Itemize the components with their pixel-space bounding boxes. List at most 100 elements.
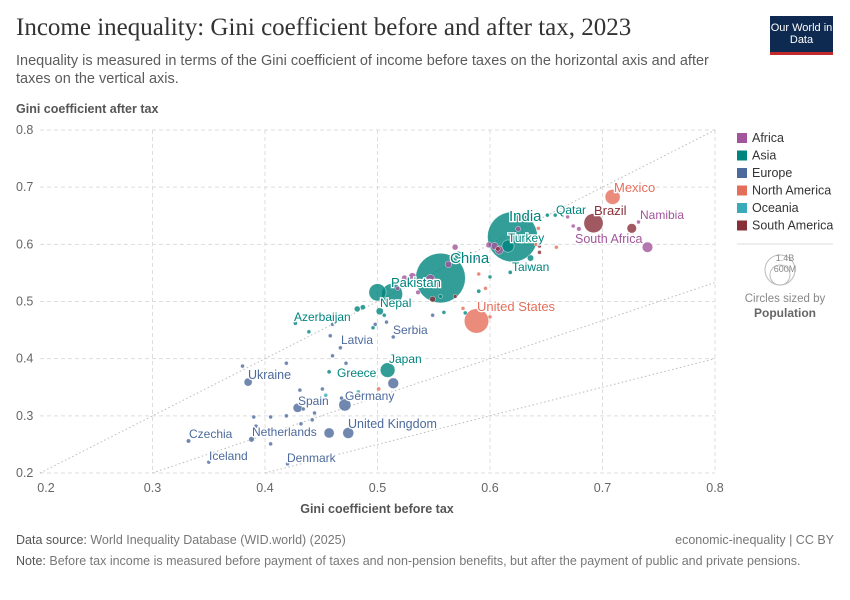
legend-swatch-europe[interactable] xyxy=(737,168,747,178)
data-point-serbia[interactable] xyxy=(391,334,396,340)
data-point[interactable] xyxy=(384,319,389,325)
data-point[interactable] xyxy=(354,305,361,313)
data-point[interactable] xyxy=(425,274,436,285)
data-point-ukraine[interactable] xyxy=(243,377,253,387)
data-point[interactable] xyxy=(483,286,488,291)
owid-logo[interactable]: Our World in Data xyxy=(770,16,833,55)
data-point-brazil[interactable] xyxy=(583,213,604,233)
data-point-azerbaijan[interactable] xyxy=(293,320,298,326)
data-point[interactable] xyxy=(343,361,349,366)
data-point[interactable] xyxy=(297,387,303,393)
data-point[interactable] xyxy=(251,414,256,420)
legend-swatch-oceania[interactable] xyxy=(737,203,747,213)
data-point[interactable] xyxy=(310,417,315,423)
data-point-iceland[interactable] xyxy=(206,459,211,465)
data-point-taiwan[interactable] xyxy=(527,254,534,262)
data-point[interactable] xyxy=(495,246,501,252)
license-text[interactable]: economic-inequality | CC BY xyxy=(675,533,834,547)
data-point[interactable] xyxy=(537,250,542,255)
data-point[interactable] xyxy=(382,313,387,318)
data-point-united-kingdom[interactable] xyxy=(342,427,354,439)
data-point[interactable] xyxy=(330,353,335,359)
data-point[interactable] xyxy=(454,251,463,260)
legend-label[interactable]: North America xyxy=(752,184,831,198)
data-point[interactable] xyxy=(284,413,289,419)
data-point[interactable] xyxy=(626,223,637,234)
legend-swatch-north-america[interactable] xyxy=(737,185,747,196)
data-point[interactable] xyxy=(268,430,273,436)
data-point[interactable] xyxy=(356,389,361,395)
data-point[interactable] xyxy=(452,294,458,299)
data-point[interactable] xyxy=(476,271,481,277)
data-point[interactable] xyxy=(328,333,333,338)
data-point-mexico[interactable] xyxy=(604,189,621,205)
data-point[interactable] xyxy=(472,255,479,261)
data-point[interactable] xyxy=(301,406,306,412)
data-point[interactable] xyxy=(571,223,576,229)
data-point[interactable] xyxy=(494,301,499,306)
data-point[interactable] xyxy=(444,260,452,268)
data-point[interactable] xyxy=(533,242,539,247)
data-point-nepal[interactable] xyxy=(375,307,384,316)
data-point[interactable] xyxy=(451,244,459,251)
data-point[interactable] xyxy=(598,207,603,213)
data-point-qatar[interactable] xyxy=(553,212,558,218)
data-point[interactable] xyxy=(370,325,376,330)
data-point[interactable] xyxy=(487,274,493,280)
legend-label[interactable]: Europe xyxy=(752,166,792,180)
data-point-czechia[interactable] xyxy=(186,438,191,444)
data-point[interactable] xyxy=(240,363,245,369)
size-legend-variable[interactable]: Population xyxy=(754,306,816,320)
data-point[interactable] xyxy=(557,210,562,216)
data-point[interactable] xyxy=(330,322,335,327)
data-point[interactable] xyxy=(463,310,468,316)
data-point[interactable] xyxy=(487,314,493,320)
data-point[interactable] xyxy=(284,361,289,366)
data-point[interactable] xyxy=(554,244,559,250)
legend-label[interactable]: Asia xyxy=(752,149,776,163)
data-point[interactable] xyxy=(485,241,493,249)
data-point-turkey[interactable] xyxy=(501,239,515,253)
source-text[interactable]: World Inequality Database (WID.world) (2… xyxy=(90,533,346,547)
data-point[interactable] xyxy=(306,329,312,334)
data-point[interactable] xyxy=(376,386,381,392)
data-point[interactable] xyxy=(536,226,541,231)
data-point[interactable] xyxy=(576,226,582,232)
data-point-south-africa[interactable] xyxy=(642,241,653,253)
data-point[interactable] xyxy=(545,212,550,218)
data-point[interactable] xyxy=(401,274,408,282)
data-point[interactable] xyxy=(438,294,443,299)
data-point[interactable] xyxy=(323,427,335,439)
data-point[interactable] xyxy=(515,226,521,232)
data-point[interactable] xyxy=(441,310,447,315)
data-point[interactable] xyxy=(368,283,387,302)
data-point[interactable] xyxy=(320,386,325,392)
legend-swatch-africa[interactable] xyxy=(737,133,747,143)
data-point[interactable] xyxy=(268,414,273,420)
data-point[interactable] xyxy=(268,441,273,447)
data-point[interactable] xyxy=(373,322,378,327)
legend-swatch-asia[interactable] xyxy=(737,150,747,161)
data-point[interactable] xyxy=(430,313,435,318)
data-point[interactable] xyxy=(298,421,304,427)
data-point[interactable] xyxy=(408,272,417,281)
legend-label[interactable]: South America xyxy=(752,219,833,233)
data-point[interactable] xyxy=(360,304,366,310)
legend-swatch-south-america[interactable] xyxy=(737,220,747,231)
data-point-greece[interactable] xyxy=(326,369,332,375)
data-point[interactable] xyxy=(476,288,482,294)
data-point[interactable] xyxy=(339,395,344,401)
data-point-germany[interactable] xyxy=(338,398,352,412)
data-point[interactable] xyxy=(323,393,328,398)
data-point-denmark[interactable] xyxy=(285,461,290,467)
data-point[interactable] xyxy=(253,423,259,429)
legend-label[interactable]: Africa xyxy=(752,131,784,145)
data-point[interactable] xyxy=(565,214,570,220)
data-point[interactable] xyxy=(415,289,421,295)
data-point[interactable] xyxy=(312,410,317,416)
data-point[interactable] xyxy=(429,296,436,303)
data-point-latvia[interactable] xyxy=(338,345,343,351)
data-point[interactable] xyxy=(613,210,619,215)
data-point-united-states[interactable] xyxy=(464,308,489,334)
data-point-japan[interactable] xyxy=(380,362,396,378)
